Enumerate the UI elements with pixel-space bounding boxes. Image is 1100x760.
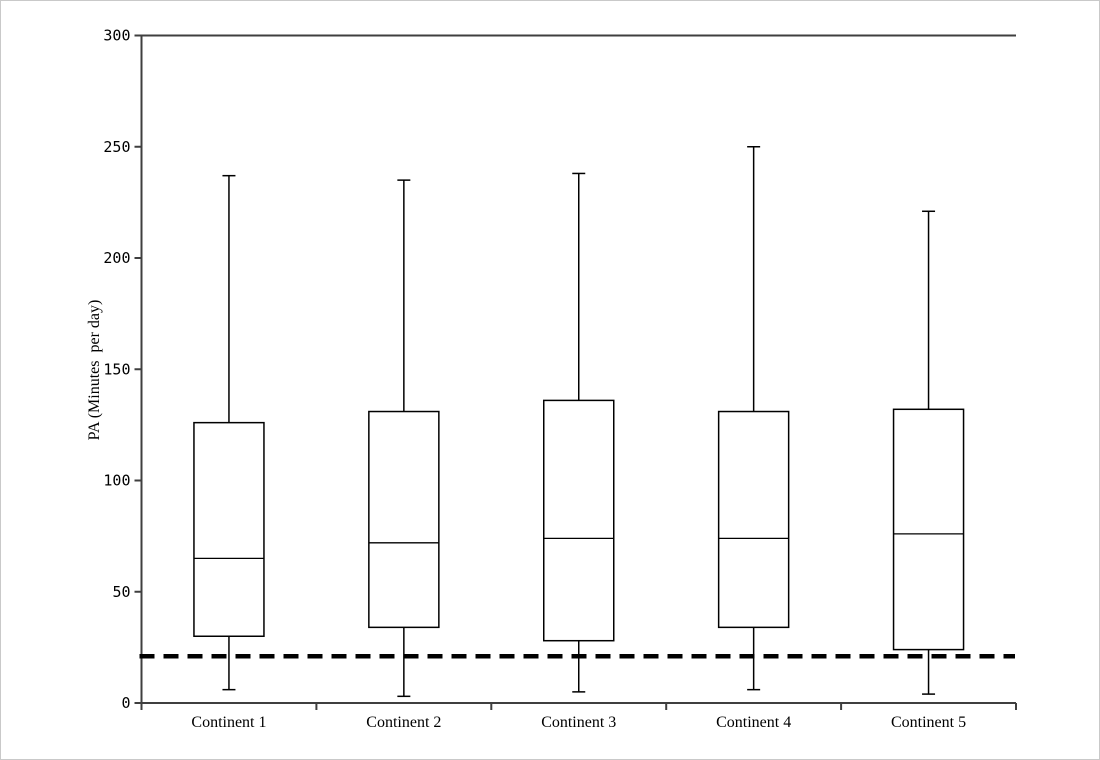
category-label: Continent 1 [191,714,266,731]
category-label: Continent 4 [716,714,791,731]
box [892,408,965,651]
y-tick-label: 200 [103,249,130,267]
category-label: Continent 5 [891,714,966,731]
box [717,410,790,629]
y-tick-label: 300 [103,27,130,45]
category-label: Continent 2 [366,714,441,731]
box [368,410,440,629]
y-tick-label: 150 [103,360,130,378]
y-tick-label: 0 [121,694,130,712]
y-axis-title: PA (Minutes per day) [86,299,103,441]
box [193,421,265,637]
y-tick-label: 250 [103,138,130,156]
box [543,399,615,642]
category-label: Continent 3 [541,714,616,731]
y-tick-label: 50 [112,583,130,601]
y-tick-label: 100 [103,472,130,490]
